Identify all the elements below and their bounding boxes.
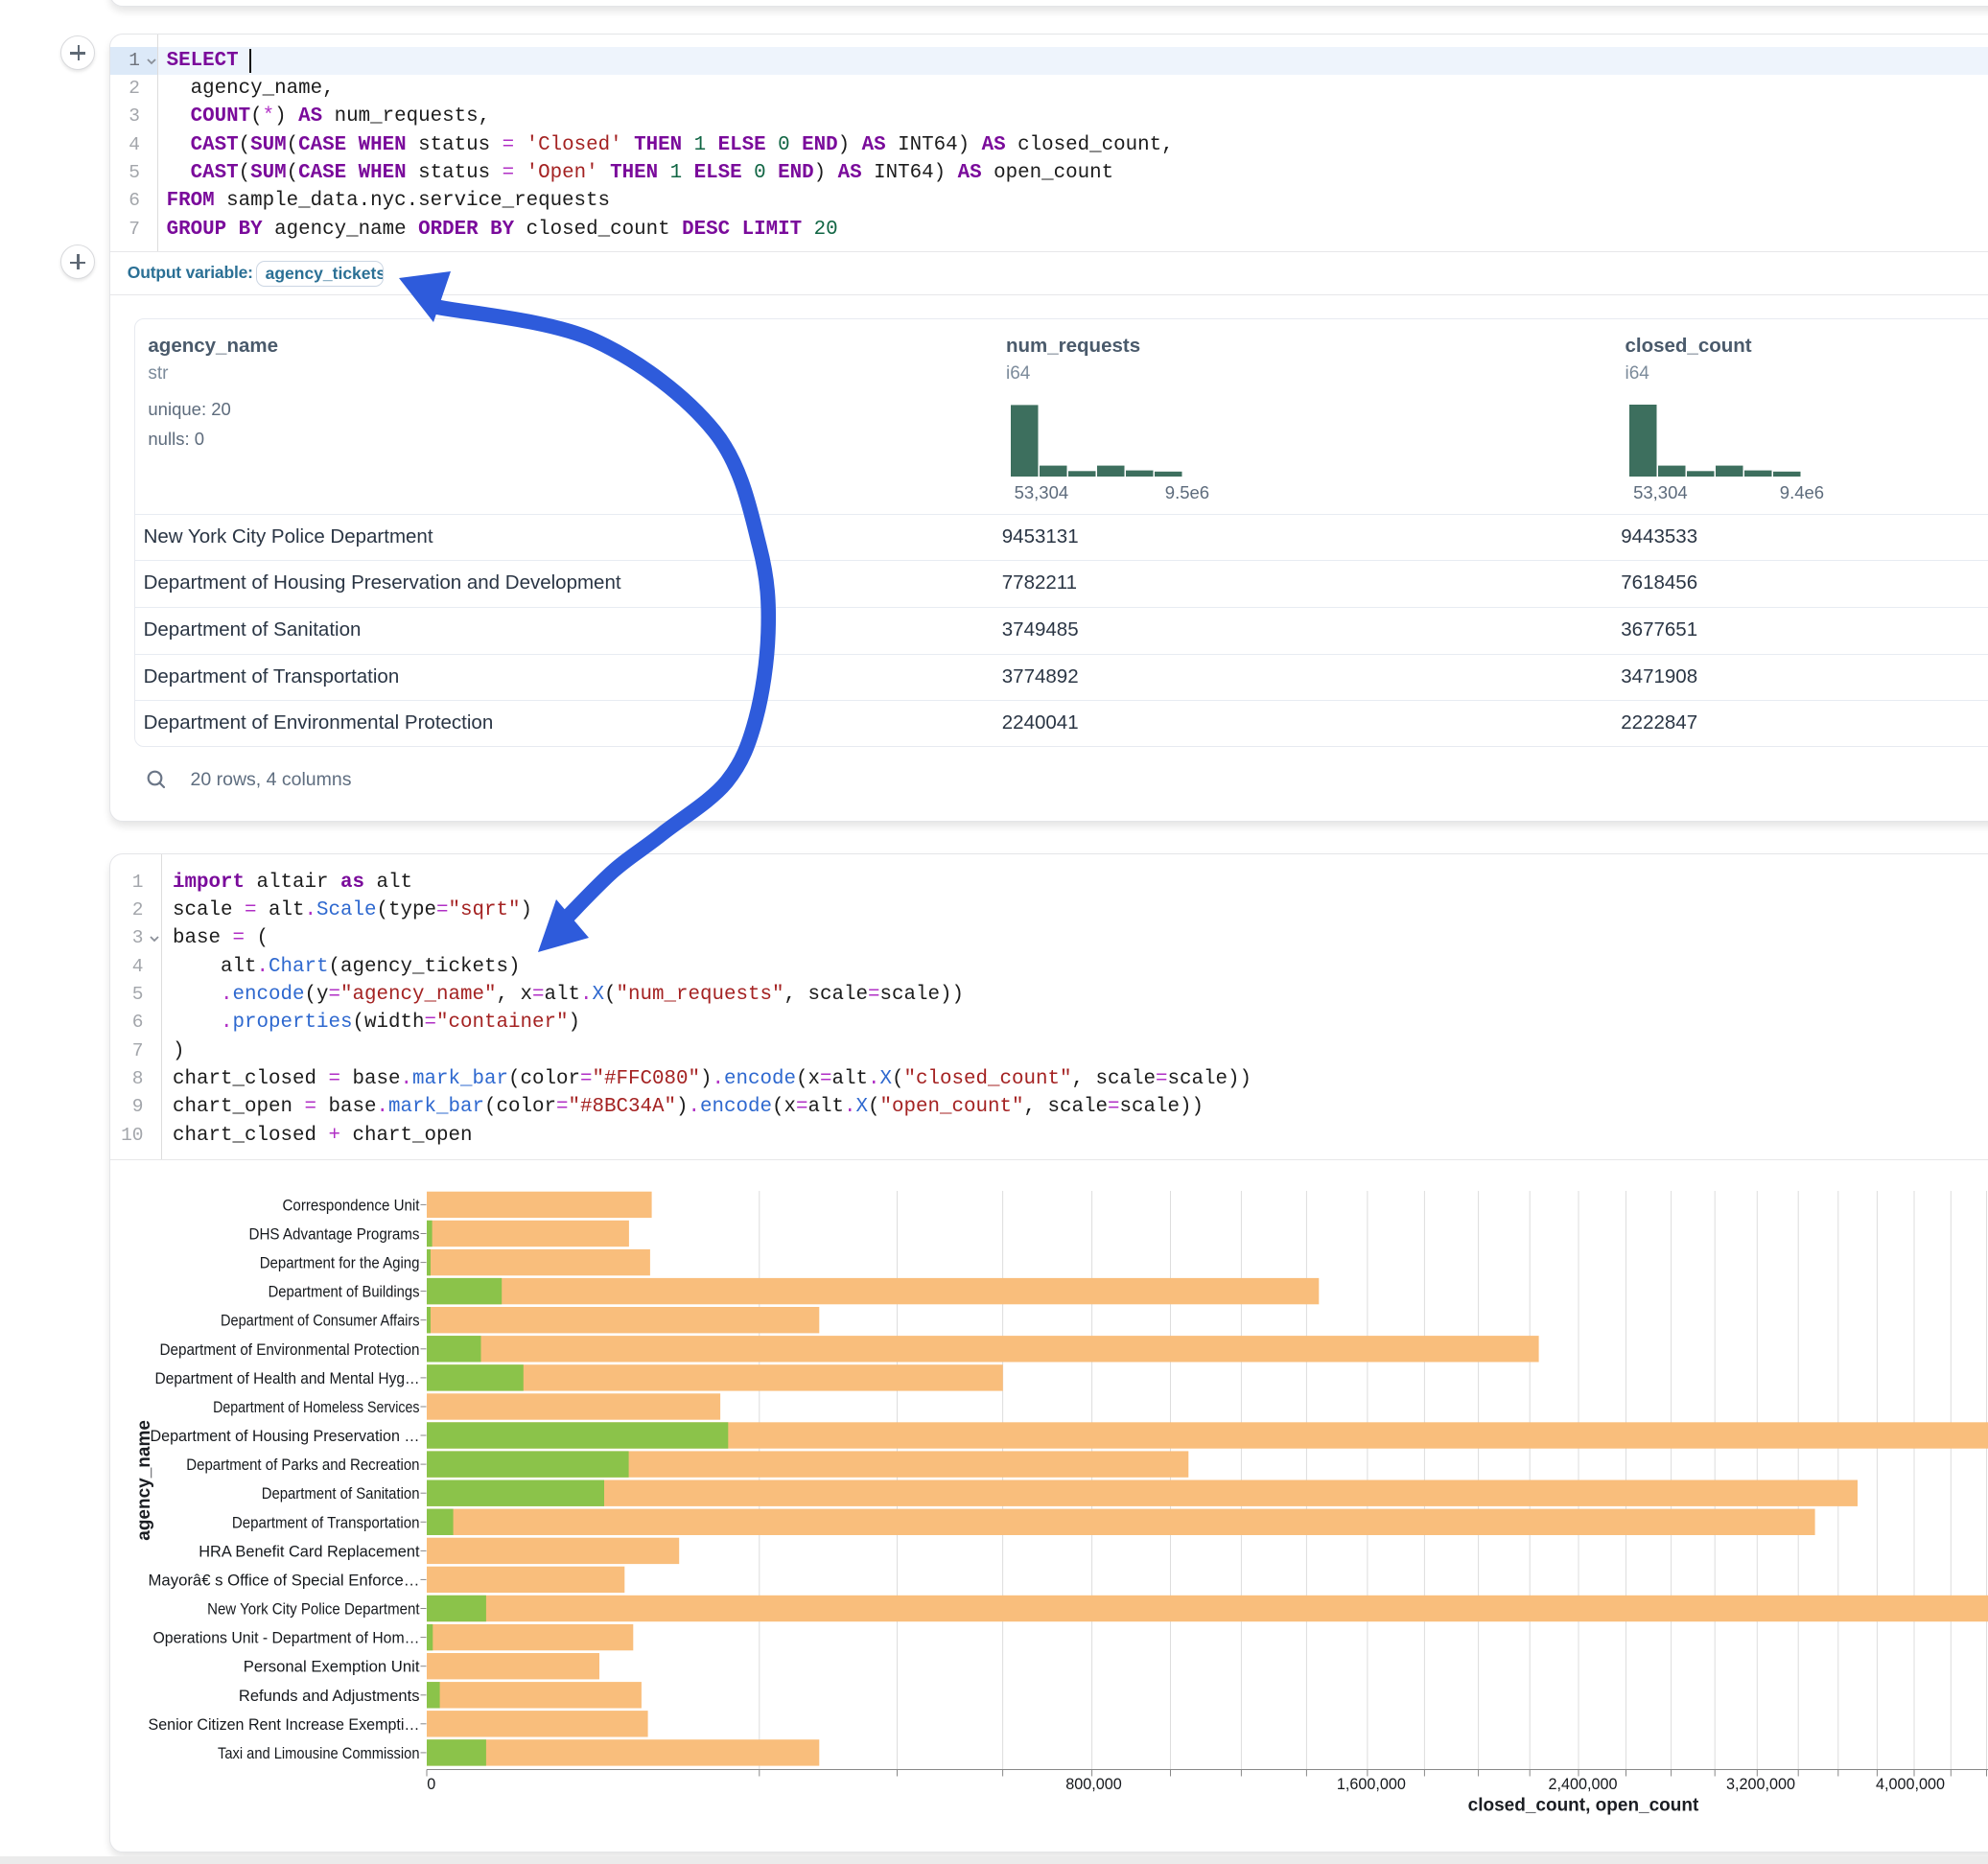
svg-text:4,000,000: 4,000,000	[1876, 1776, 1945, 1793]
svg-text:Mayorâ€ s Office of Special En: Mayorâ€ s Office of Special Enforce…	[149, 1571, 420, 1589]
svg-text:Department of Homeless Service: Department of Homeless Services	[213, 1398, 419, 1416]
svg-text:Department of Parks and Recrea: Department of Parks and Recreation	[186, 1456, 419, 1474]
svg-text:Department of Sanitation: Department of Sanitation	[262, 1484, 420, 1503]
svg-text:1,600,000: 1,600,000	[1337, 1776, 1406, 1793]
svg-text:Senior Citizen Rent Increase E: Senior Citizen Rent Increase Exempti…	[149, 1715, 420, 1734]
svg-text:Department of Environmental Pr: Department of Environmental Protection	[160, 1340, 420, 1359]
svg-text:Department for the Aging: Department for the Aging	[260, 1254, 420, 1272]
svg-text:Department of Housing Preserva: Department of Housing Preservation …	[151, 1427, 420, 1445]
svg-text:Department of Transportation: Department of Transportation	[232, 1513, 420, 1531]
svg-text:closed_count, open_count: closed_count, open_count	[1468, 1796, 1699, 1816]
svg-text:Taxi and Limousine Commission: Taxi and Limousine Commission	[218, 1744, 420, 1762]
svg-text:Department of Buildings: Department of Buildings	[269, 1283, 420, 1301]
svg-text:Refunds and Adjustments: Refunds and Adjustments	[239, 1687, 420, 1705]
svg-text:2,400,000: 2,400,000	[1548, 1776, 1617, 1793]
svg-text:Department of Health and Menta: Department of Health and Mental Hyg…	[155, 1369, 420, 1387]
svg-text:Correspondence Unit: Correspondence Unit	[283, 1196, 420, 1214]
svg-text:0: 0	[427, 1776, 435, 1793]
svg-text:DHS Advantage Programs: DHS Advantage Programs	[249, 1225, 420, 1244]
svg-text:HRA Benefit Card Replacement: HRA Benefit Card Replacement	[199, 1542, 420, 1560]
svg-text:3,200,000: 3,200,000	[1726, 1776, 1795, 1793]
svg-text:800,000: 800,000	[1065, 1776, 1122, 1793]
svg-text:agency_name: agency_name	[134, 1420, 154, 1541]
svg-text:Department of Consumer Affairs: Department of Consumer Affairs	[221, 1312, 420, 1330]
svg-text:Personal Exemption Unit: Personal Exemption Unit	[244, 1658, 420, 1676]
svg-text:New York City Police Departmen: New York City Police Department	[207, 1600, 420, 1619]
svg-text:Operations Unit - Department o: Operations Unit - Department of Hom…	[153, 1629, 420, 1647]
